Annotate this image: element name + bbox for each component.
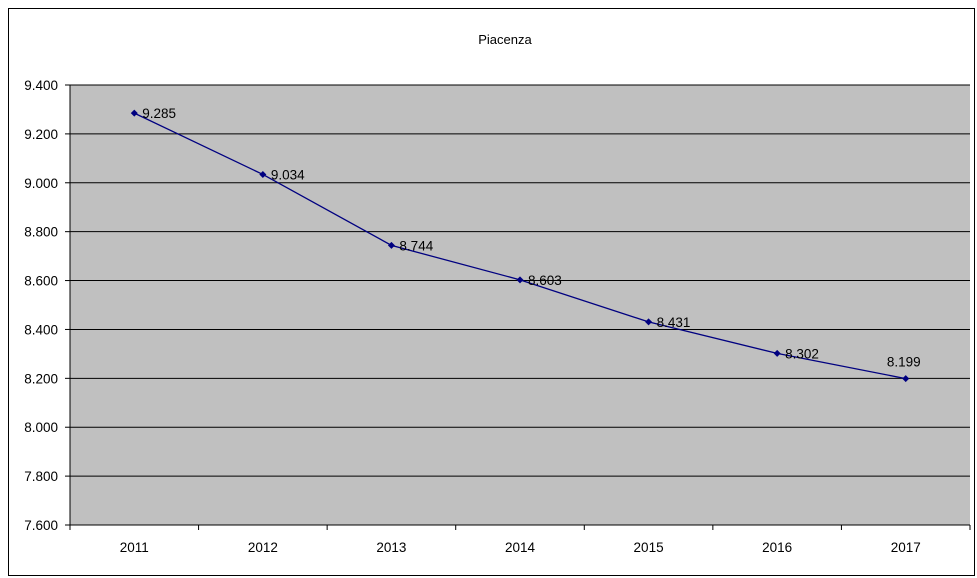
data-point <box>130 109 138 117</box>
x-axis-tick-labels: 2011 2012 2013 2014 2015 2016 2017 <box>120 540 921 555</box>
y-tick-label: 8.200 <box>24 371 58 386</box>
data-point <box>773 349 781 357</box>
data-label: 8.199 <box>887 355 921 370</box>
x-tick-label: 2012 <box>248 540 278 555</box>
data-point <box>516 276 524 284</box>
y-tick-label: 9.400 <box>24 78 58 93</box>
data-label: 9.285 <box>142 106 176 121</box>
axes <box>65 84 971 530</box>
y-tick-label: 8.600 <box>24 274 58 289</box>
y-tick-label: 8.400 <box>24 322 58 337</box>
x-tick-label: 2015 <box>634 540 664 555</box>
y-tick-label: 8.000 <box>24 420 58 435</box>
x-tick-label: 2016 <box>762 540 792 555</box>
gridlines <box>70 84 970 477</box>
chart-title: Piacenza <box>478 32 532 47</box>
y-tick-label: 9.200 <box>24 127 58 142</box>
plot-area <box>70 85 970 525</box>
data-point <box>645 318 653 326</box>
data-point <box>902 375 910 383</box>
data-labels: 9.285 9.034 8.744 8.603 8.431 8.302 8.199 <box>142 106 920 369</box>
data-point <box>387 241 395 249</box>
y-axis-tick-labels: 7.600 7.800 8.000 8.200 8.400 8.600 8.800 9.000… <box>24 78 58 533</box>
data-label: 8.302 <box>785 346 819 361</box>
y-tick-label: 8.800 <box>24 225 58 240</box>
x-tick-label: 2011 <box>120 540 149 555</box>
y-tick-label: 9.000 <box>24 176 58 191</box>
x-tick-label: 2013 <box>376 540 406 555</box>
data-label: 8.431 <box>657 315 691 330</box>
y-tick-label: 7.800 <box>24 469 58 484</box>
data-label: 8.603 <box>528 273 562 288</box>
data-label: 8.744 <box>399 238 433 253</box>
data-label: 9.034 <box>271 167 305 182</box>
x-tick-label: 2014 <box>505 540 536 555</box>
data-point <box>259 170 267 178</box>
y-tick-label: 7.600 <box>24 518 58 533</box>
series-markers <box>130 109 910 383</box>
x-tick-label: 2017 <box>891 540 921 555</box>
